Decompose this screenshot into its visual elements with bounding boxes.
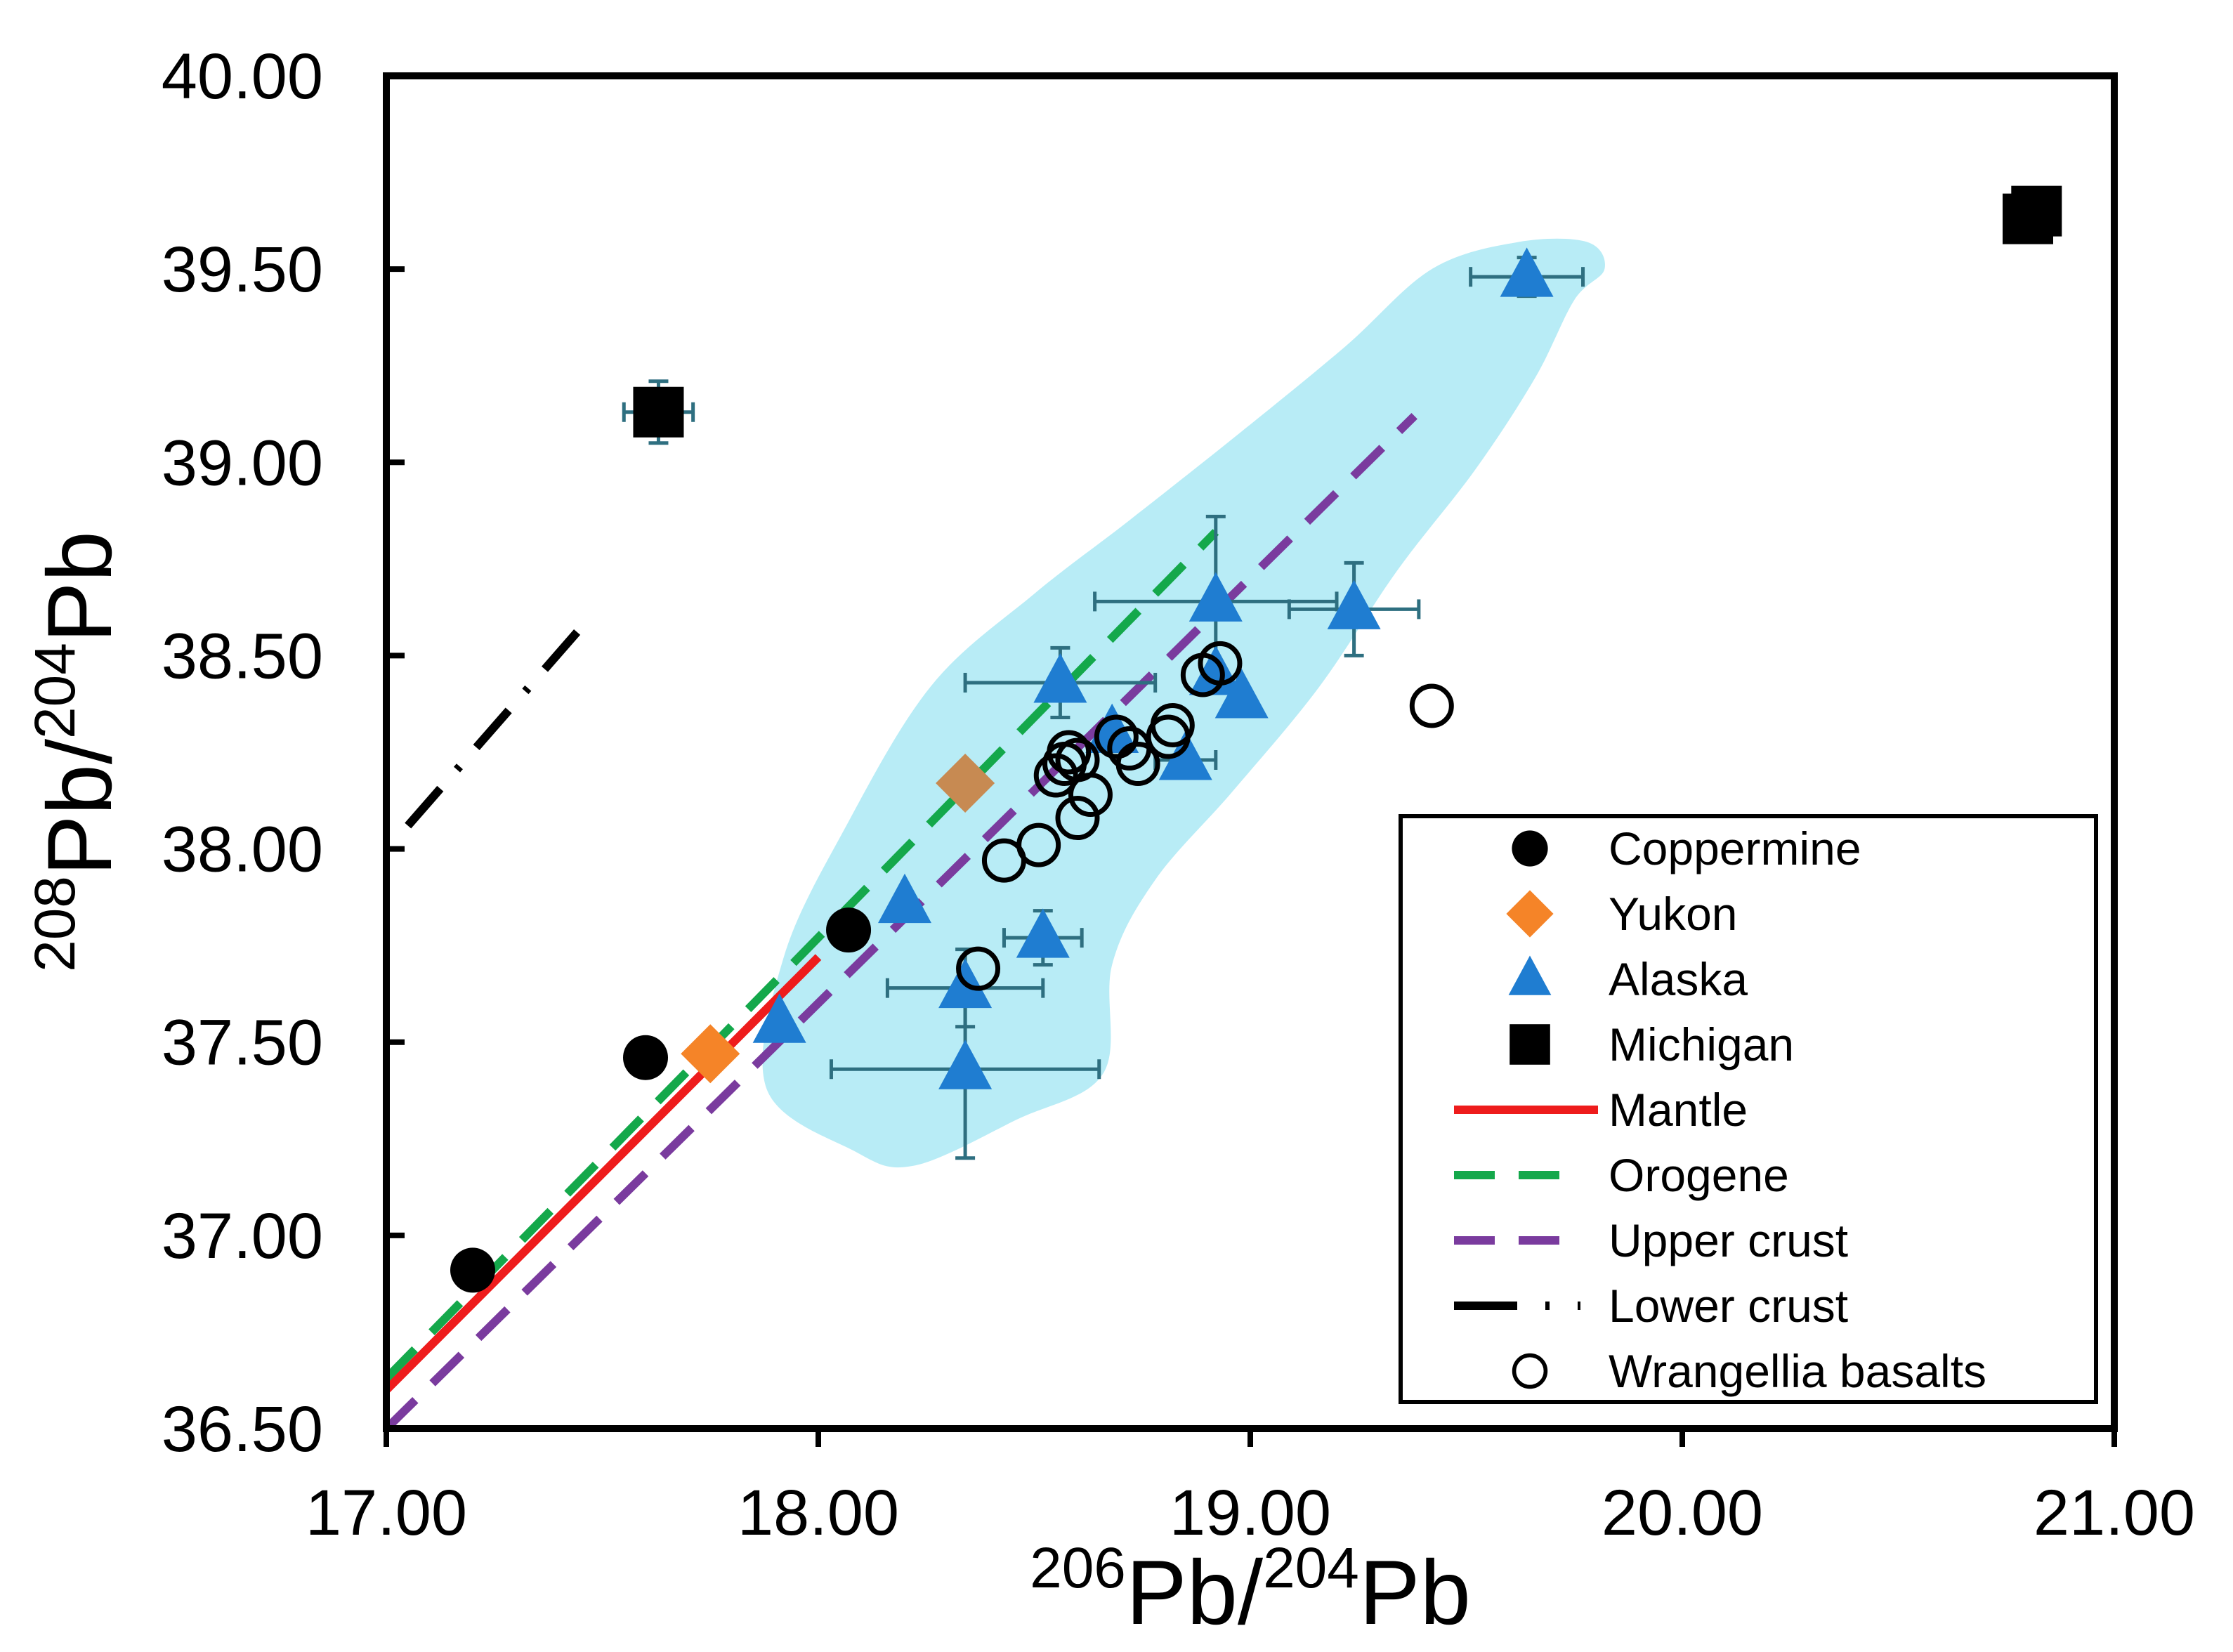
legend-label: Upper crust <box>1609 1214 1848 1266</box>
legend-item-mantle: Mantle <box>1454 1084 1748 1136</box>
legend-label: Orogene <box>1609 1149 1789 1201</box>
wrangellia-basalts-point <box>1150 702 1195 747</box>
coppermine-point <box>450 1247 495 1293</box>
yukon-point <box>681 1024 740 1084</box>
wrangellia-basalts-point <box>1409 683 1454 728</box>
y-tick-label: 37.00 <box>162 1200 323 1272</box>
alaska-point <box>878 873 931 924</box>
michigan-series <box>633 185 2062 438</box>
alaska-point <box>1327 579 1381 629</box>
x-tick-label: 19.00 <box>1170 1477 1331 1549</box>
y-tick-label: 37.50 <box>162 1007 323 1079</box>
legend-item-lower-crust: Lower crust <box>1454 1280 1848 1332</box>
mantle-line <box>383 954 822 1394</box>
coppermine-point <box>826 907 872 953</box>
y-tick-label: 38.00 <box>162 814 323 886</box>
wrangellia-basalts-point <box>1198 641 1243 686</box>
x-tick-label: 21.00 <box>2034 1477 2195 1549</box>
legend-symbol-yukon <box>1506 890 1554 938</box>
region-layer <box>762 238 1605 1168</box>
legend-symbol-alaska <box>1508 955 1552 995</box>
yukon-point <box>936 754 995 813</box>
data-points <box>450 185 2062 1293</box>
wrangellia-basalts-point <box>1016 822 1061 867</box>
x-tick-label: 18.00 <box>738 1477 899 1549</box>
michigan-point <box>633 386 684 438</box>
legend-item-alaska: Alaska <box>1508 953 1748 1005</box>
wrangellia-region <box>762 238 1605 1168</box>
legend-label: Wrangellia basalts <box>1609 1345 1986 1397</box>
coppermine-series <box>450 907 872 1293</box>
alaska-series <box>752 247 1554 1089</box>
legend-label: Yukon <box>1609 888 1738 940</box>
x-tick-label: 20.00 <box>1602 1477 1763 1549</box>
wrangellia-basalts-series <box>956 641 1454 991</box>
legend-symbol-coppermine <box>1512 830 1548 867</box>
alaska-point <box>1033 653 1087 703</box>
legend-label: Alaska <box>1609 953 1748 1005</box>
legend-item-upper-crust: Upper crust <box>1454 1214 1848 1266</box>
y-tick-label: 39.00 <box>162 427 323 499</box>
legend-item-yukon: Yukon <box>1506 888 1738 940</box>
x-tick-label: 17.00 <box>306 1477 467 1549</box>
y-tick-label: 36.50 <box>162 1394 323 1465</box>
wrangellia-basalts-point <box>1047 730 1092 775</box>
lower-crust-line <box>405 610 597 829</box>
alaska-point <box>1158 730 1212 780</box>
michigan-point <box>2011 185 2062 237</box>
legend-label: Lower crust <box>1609 1280 1848 1332</box>
y-tick-label: 38.50 <box>162 620 323 692</box>
y-axis-title: 208Pb/204Pb <box>23 531 131 972</box>
orogene-line <box>383 529 1219 1382</box>
coppermine-point <box>623 1035 668 1080</box>
wrangellia-basalts-point <box>1068 773 1113 818</box>
y-tick-label: 39.50 <box>162 234 323 306</box>
legend-item-michigan: Michigan <box>1510 1018 1794 1070</box>
alaska-point <box>938 1040 993 1089</box>
legend-label: Michigan <box>1609 1018 1794 1070</box>
wrangellia-basalts-point <box>1115 742 1160 787</box>
legend-symbol-wrangellia-basalts <box>1512 1353 1548 1389</box>
axis-ticks: 17.00 18.00 19.00 20.00 21.00 36.50 37.00 37.50… <box>162 41 2195 1549</box>
y-tick-label: 40.00 <box>162 41 323 112</box>
legend-item-wrangellia-basalts: Wrangellia basalts <box>1512 1345 1986 1397</box>
legend-symbol-michigan <box>1510 1024 1550 1065</box>
alaska-point <box>1500 247 1554 297</box>
alaska-point <box>1188 572 1243 622</box>
legend-item-coppermine: Coppermine <box>1512 822 1861 874</box>
wrangellia-basalts-point <box>1094 714 1139 759</box>
legend-label: Mantle <box>1609 1084 1748 1136</box>
wrangellia-basalts-point <box>956 946 1001 991</box>
yukon-series <box>681 754 995 1084</box>
alaska-point <box>1016 908 1070 958</box>
legend-label: Coppermine <box>1609 822 1861 874</box>
legend: Coppermine Yukon Alaska Michigan Mantle Oroge… <box>1399 814 2098 1404</box>
alaska-point <box>1214 669 1269 719</box>
legend-item-orogene: Orogene <box>1454 1149 1789 1201</box>
wrangellia-basalts-point <box>1055 796 1100 841</box>
x-axis-title: 206Pb/204Pb <box>1030 1536 1471 1644</box>
alaska-point <box>752 993 806 1043</box>
